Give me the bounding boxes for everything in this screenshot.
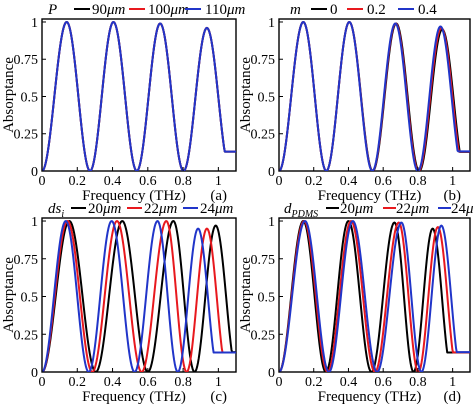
series-line-3 (279, 20, 470, 171)
x-axis-label: Frequency (THz) (82, 389, 186, 404)
y-tick-label: 0.5 (258, 90, 276, 105)
panel-b: 0 0.2 0.4 0.6 0.8 1 0 0.25 0.5 0.75 1 Frequency (TH… (238, 2, 471, 204)
x-tick-label: 0.2 (305, 174, 323, 189)
plot-frame (41, 18, 237, 172)
x-tick-label: 0 (39, 375, 46, 390)
x-tick-label: 0.8 (409, 174, 427, 189)
panel-label: (c) (210, 389, 227, 404)
y-tick-label: 1 (268, 215, 275, 230)
plot-frame (278, 18, 471, 172)
x-tick-label: 0.8 (174, 375, 192, 390)
panel-label: (b) (444, 188, 462, 204)
legend-entry: 0.2 (367, 2, 386, 18)
legend-entry: 24μm (451, 201, 474, 217)
x-tick-label: 0.4 (104, 174, 122, 189)
legend-entry: 20μm (88, 201, 122, 217)
x-tick-label: 0 (276, 375, 283, 390)
x-tick-label: 1 (449, 375, 456, 390)
series-line-1 (279, 20, 470, 171)
y-tick-label: 0.75 (251, 253, 276, 268)
y-tick-label: 0.5 (21, 291, 39, 306)
x-tick-label: 1 (215, 375, 222, 390)
panel-a: 0 0.2 0.4 0.6 0.8 1 0 0.25 0.5 0.75 1 Frequency (TH… (1, 2, 245, 204)
y-tick-label: 0.5 (21, 90, 39, 105)
x-tick-label: 0.6 (139, 174, 157, 189)
y-tick-label: 0.5 (258, 291, 276, 306)
x-tick-label: 1 (449, 174, 456, 189)
y-tick-label: 0 (31, 366, 38, 381)
x-tick-label: 0 (276, 174, 283, 189)
x-tick-label: 0.4 (340, 174, 358, 189)
panel-label: (d) (444, 389, 462, 404)
legend-entry: 110μm (205, 2, 245, 18)
y-tick-label: 1 (268, 16, 275, 31)
y-tick-label: 0.75 (14, 253, 39, 268)
y-tick-label: 1 (31, 215, 38, 230)
y-axis-label: Absorptance (1, 57, 17, 133)
legend-title: P (47, 2, 57, 18)
x-tick-label: 0.4 (340, 375, 358, 390)
x-tick-label: 0.2 (69, 375, 87, 390)
legend-entry: 22μm (144, 201, 178, 217)
series-line-1 (42, 220, 236, 372)
x-axis-label: Frequency (THz) (82, 188, 186, 204)
y-tick-label: 0.75 (14, 53, 39, 68)
series-line-3 (42, 220, 236, 372)
x-tick-label: 0.2 (69, 174, 87, 189)
y-tick-label: 0.25 (14, 328, 39, 343)
x-tick-label: 0.8 (409, 375, 427, 390)
x-tick-label: 0.8 (174, 174, 192, 189)
legend-entry: 90μm (92, 2, 126, 18)
legend-title: dsi (48, 201, 64, 220)
x-axis-label: Frequency (THz) (318, 389, 422, 404)
y-tick-label: 0.25 (251, 128, 276, 143)
legend-entry: 20μm (340, 201, 374, 217)
panel-label: (a) (210, 188, 227, 204)
legend-title: m (290, 2, 301, 18)
legend-entry: 22μm (396, 201, 430, 217)
y-axis-label: Absorptance (1, 257, 17, 333)
x-tick-label: 0.2 (305, 375, 323, 390)
x-tick-label: 0.4 (104, 375, 122, 390)
y-tick-label: 0.25 (251, 328, 276, 343)
legend-title: dPDMS (284, 201, 318, 220)
plot-frame (41, 217, 237, 373)
y-tick-label: 0 (268, 366, 275, 381)
x-tick-label: 1 (215, 174, 222, 189)
y-tick-label: 1 (31, 16, 38, 31)
y-tick-label: 0.25 (14, 128, 39, 143)
y-tick-label: 0 (268, 165, 275, 180)
x-tick-label: 0.6 (374, 375, 392, 390)
y-axis-label: Absorptance (238, 57, 254, 133)
panel-d: 0 0.2 0.4 0.6 0.8 1 0 0.25 0.5 0.75 1 Frequency (TH… (238, 201, 474, 404)
legend-entry: 0.4 (418, 2, 437, 18)
panel-c: 0 0.2 0.4 0.6 0.8 1 0 0.25 0.5 0.75 1 Frequency (TH… (1, 201, 237, 404)
series-line-3 (42, 20, 236, 171)
y-tick-label: 0.75 (251, 53, 276, 68)
x-axis-label: Frequency (THz) (318, 188, 422, 204)
y-axis-label: Absorptance (238, 257, 254, 333)
series-line-1 (42, 20, 236, 171)
series-line-2 (279, 20, 470, 171)
y-tick-label: 0 (31, 165, 38, 180)
legend-entry: 100μm (148, 2, 189, 18)
series-line-2 (42, 20, 236, 171)
series-line-2 (42, 220, 236, 372)
legend-entry: 0 (330, 2, 338, 18)
x-tick-label: 0 (39, 174, 46, 189)
x-tick-label: 0.6 (139, 375, 157, 390)
series-line-3 (279, 220, 470, 372)
legend-entry: 24μm (200, 201, 234, 217)
x-tick-label: 0.6 (374, 174, 392, 189)
